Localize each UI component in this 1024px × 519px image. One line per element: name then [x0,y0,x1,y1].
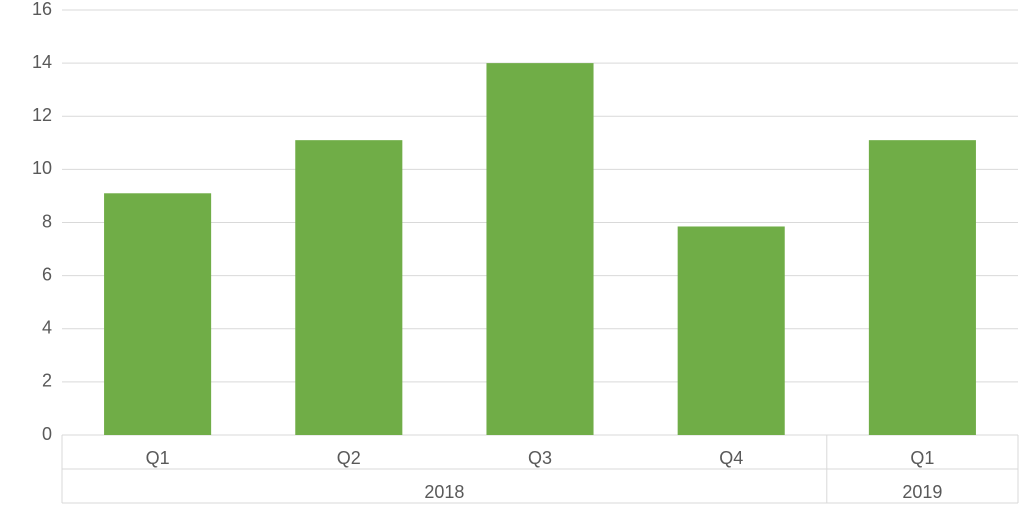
x-tick-label-year: 2018 [424,482,464,502]
y-tick-label: 16 [32,0,52,19]
y-tick-label: 8 [42,211,52,231]
y-tick-label: 10 [32,158,52,178]
x-tick-label-year: 2019 [902,482,942,502]
bar [295,140,402,435]
x-tick-label-quarter: Q1 [910,448,934,468]
bar [486,63,593,435]
x-tick-label-quarter: Q3 [528,448,552,468]
y-tick-label: 0 [42,424,52,444]
y-tick-label: 12 [32,105,52,125]
bar [104,193,211,435]
bar-chart: 0 2 4 6 8 10 12 14 16 Q1 Q2 Q3 Q4 Q1 2018 2019 [0,0,1024,519]
x-tick-label-quarter: Q1 [146,448,170,468]
bar [869,140,976,435]
bar [678,226,785,435]
x-tick-label-quarter: Q2 [337,448,361,468]
y-tick-label: 6 [42,264,52,284]
x-tick-label-quarter: Q4 [719,448,743,468]
y-tick-label: 14 [32,52,52,72]
y-tick-label: 4 [42,318,52,338]
y-tick-label: 2 [42,371,52,391]
